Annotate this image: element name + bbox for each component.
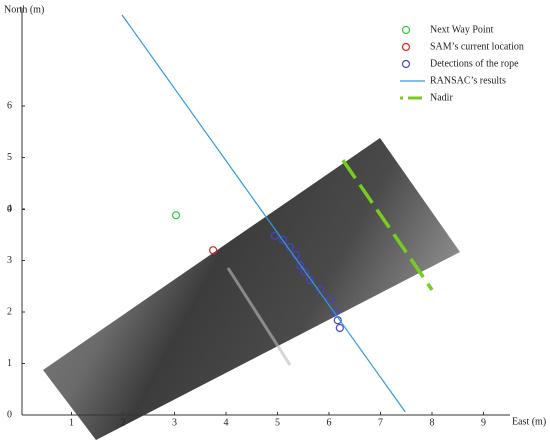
y-axis-label: North (m) xyxy=(4,4,44,15)
x-tick-label: 8 xyxy=(430,417,435,428)
legend-swatch xyxy=(401,59,411,69)
y-tick-label: 0 xyxy=(7,409,12,420)
marker xyxy=(300,267,309,276)
x-tick-label: 1 xyxy=(69,417,74,428)
marker xyxy=(279,235,288,244)
marker xyxy=(296,261,305,270)
marker xyxy=(305,275,315,285)
x-tick-label: 4 xyxy=(224,417,229,428)
legend-label: Next Way Point xyxy=(430,24,494,35)
legend-label: RANSAC’s results xyxy=(430,75,506,86)
x-axis-label: East (m) xyxy=(512,416,546,427)
marker xyxy=(209,246,218,255)
sonar-image xyxy=(43,138,460,440)
legend-swatch xyxy=(401,25,411,35)
marker xyxy=(325,296,335,305)
y-tick-label: 5 xyxy=(7,152,12,163)
marker xyxy=(270,231,280,240)
x-tick-label: 5 xyxy=(275,417,280,428)
y-tick-label: 3 xyxy=(7,255,12,266)
x-tick-label: 6 xyxy=(327,417,332,428)
series-line xyxy=(341,159,434,291)
y-tick-label: 0 xyxy=(7,204,12,215)
x-tick-label: 3 xyxy=(172,417,177,428)
y-tick-label: 1 xyxy=(7,358,12,369)
legend-label: SAM’s current location xyxy=(430,41,524,52)
x-tick-label: 7 xyxy=(378,417,383,428)
legend-label: Detections of the rope xyxy=(430,58,519,69)
y-tick-label: 6 xyxy=(7,100,12,111)
y-tick-label: 2 xyxy=(7,306,12,317)
y-tick-label: 4 xyxy=(7,203,12,214)
x-tick-label: 9 xyxy=(481,417,486,428)
marker xyxy=(331,307,340,317)
x-tick-label: 2 xyxy=(121,417,126,428)
marker xyxy=(335,323,344,333)
legend-label: Nadir xyxy=(430,92,453,103)
series-line xyxy=(121,14,406,413)
marker xyxy=(171,211,181,220)
sonar-ridge xyxy=(226,267,292,366)
legend-swatch xyxy=(401,42,411,52)
